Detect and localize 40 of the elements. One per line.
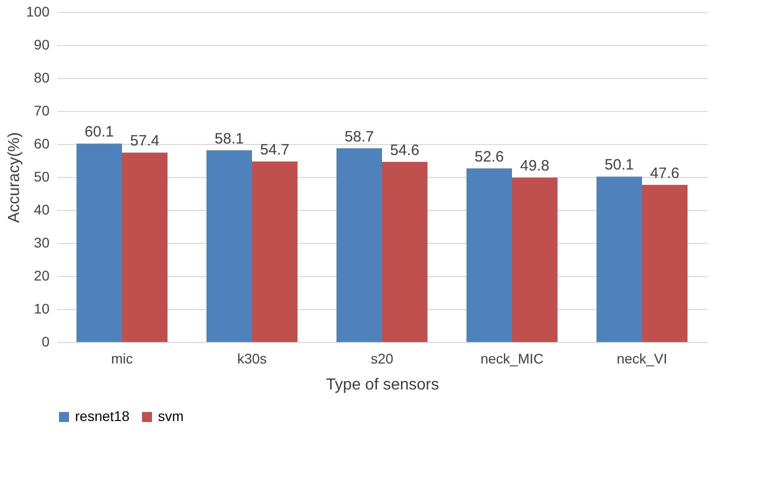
- x-tick-label: s20: [370, 350, 394, 366]
- x-axis-title: Type of sensors: [326, 376, 439, 394]
- y-axis-title: Accuracy(%): [6, 132, 24, 223]
- bar: [382, 162, 428, 342]
- y-tick-label: 30: [34, 234, 50, 250]
- y-tick-label: 0: [42, 334, 50, 350]
- data-label: 47.6: [650, 164, 680, 182]
- x-tick-label: k30s: [237, 350, 267, 366]
- bar: [336, 148, 382, 342]
- data-label: 50.1: [604, 156, 634, 174]
- y-tick-label: 40: [34, 202, 50, 218]
- data-label: 57.4: [130, 132, 160, 150]
- x-tick-label: neck_MIC: [480, 350, 544, 366]
- bar: [596, 176, 642, 342]
- data-label: 49.8: [520, 158, 550, 175]
- x-tick-label: neck_VI: [616, 350, 668, 366]
- y-tick-label: 10: [34, 300, 50, 316]
- data-label: 60.1: [84, 124, 114, 141]
- bar: [512, 178, 558, 342]
- data-label: 52.6: [474, 148, 504, 166]
- y-tick-label: 100: [26, 4, 50, 20]
- data-label: 54.7: [260, 141, 290, 158]
- bar: [206, 150, 252, 342]
- bar: [122, 152, 168, 342]
- x-tick-label: mic: [111, 350, 133, 366]
- bar: [642, 184, 688, 342]
- legend-label: svm: [158, 408, 184, 424]
- bar: [76, 144, 122, 342]
- y-tick-label: 70: [34, 102, 50, 118]
- data-label: 54.6: [390, 142, 420, 159]
- data-label: 58.7: [344, 128, 374, 146]
- y-tick-label: 50: [34, 168, 50, 184]
- y-tick-label: 80: [34, 70, 50, 86]
- y-tick-label: 60: [34, 136, 50, 152]
- legend-label: resnet18: [75, 408, 130, 424]
- y-tick-label: 20: [34, 268, 50, 284]
- y-tick-label: 90: [34, 36, 50, 52]
- bar: [466, 168, 512, 342]
- data-label: 58.1: [214, 130, 244, 148]
- bar: [252, 161, 298, 342]
